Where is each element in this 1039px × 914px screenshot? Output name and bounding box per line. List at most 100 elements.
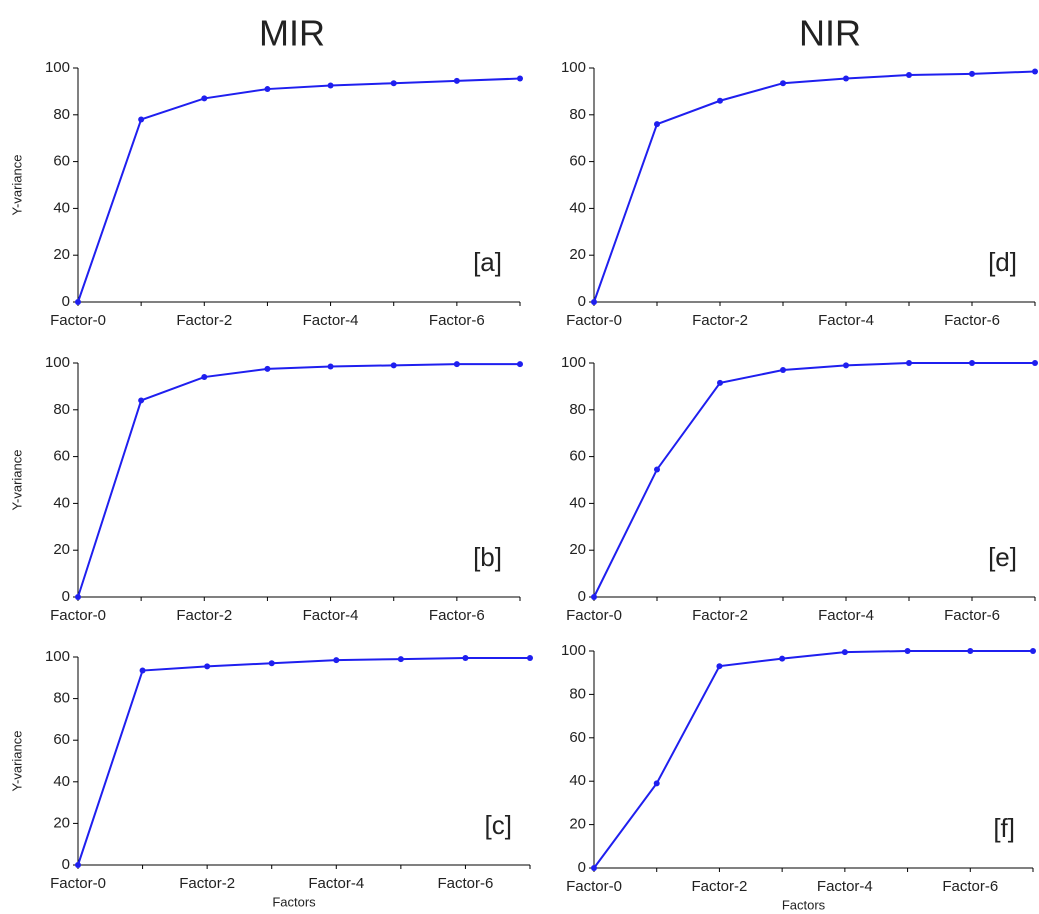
y-tick-label: 100 [45,354,70,371]
y-tick-label: 100 [561,59,586,76]
x-tick-label: Factor-0 [566,312,622,329]
y-tick-label: 40 [569,494,586,511]
y-tick-label: 80 [53,106,70,123]
x-tick-label: Factor-6 [429,312,485,329]
data-point [527,655,533,662]
data-line [593,362,1035,598]
data-point [1030,648,1036,654]
y-tick-label: 60 [569,729,586,746]
data-point [780,367,786,374]
y-tick-label: 20 [53,246,70,263]
x-axis-label: Factors [272,894,316,909]
x-tick-label: Factor-4 [308,875,364,892]
data-point [717,97,723,104]
data-point [906,360,912,366]
y-tick-label: 80 [569,401,586,418]
x-tick-label: Factor-4 [817,878,873,895]
panel-label: [a] [473,247,502,277]
y-tick-label: 0 [578,588,586,605]
data-point [969,70,975,77]
y-tick-label: 80 [569,106,586,123]
x-tick-label: Factor-0 [566,607,622,624]
x-tick-label: Factor-0 [50,312,106,329]
data-line [593,650,1033,869]
x-tick-label: Factor-2 [176,607,232,624]
data-point [201,374,208,381]
data-point [390,362,397,369]
y-tick-label: 40 [569,772,586,789]
y-tick-label: 60 [569,153,586,170]
y-tick-label: 40 [53,494,70,511]
x-tick-label: Factor-6 [429,607,485,624]
panel-label: [f] [993,813,1015,843]
data-point [517,361,523,368]
data-point [264,365,271,372]
y-tick-label: 20 [569,541,586,558]
y-tick-label: 60 [53,731,70,748]
x-tick-label: Factor-2 [176,312,232,329]
panel-label: [d] [988,247,1017,277]
y-tick-label: 100 [45,648,70,665]
y-axis-label: Y-variance [9,155,24,216]
data-point [453,77,460,84]
data-point [327,82,334,89]
panel-label: [c] [485,810,512,840]
x-tick-label: Factor-0 [50,607,106,624]
data-point [1032,360,1038,366]
data-point [841,649,848,656]
data-point [268,660,275,667]
column-title: NIR [799,13,861,54]
data-point [843,362,849,369]
data-point [780,80,786,87]
y-tick-label: 20 [569,816,586,833]
data-line [593,70,1036,303]
x-tick-label: Factor-6 [944,312,1000,329]
panel-label: [b] [473,542,502,572]
y-tick-label: 100 [561,354,586,371]
data-point [333,657,340,664]
data-point [75,299,81,305]
y-tick-label: 60 [53,153,70,170]
data-point [779,655,786,662]
y-tick-label: 40 [53,773,70,790]
data-point [843,75,849,82]
x-tick-label: Factor-2 [692,312,748,329]
x-tick-label: Factor-2 [691,878,747,895]
data-point [264,86,271,93]
y-tick-label: 0 [578,293,586,310]
data-line [77,77,521,303]
x-tick-label: Factor-6 [437,875,493,892]
data-line [77,363,520,598]
y-axis-label: Y-variance [9,450,24,511]
y-tick-label: 60 [53,448,70,465]
y-axis-label: Y-variance [9,731,24,792]
data-point [969,360,975,366]
data-line [77,657,530,866]
y-tick-label: 40 [53,199,70,216]
data-point [591,865,597,871]
data-point [204,663,211,670]
panel-label: [e] [988,542,1017,572]
y-tick-label: 100 [561,642,586,659]
y-tick-label: 20 [53,541,70,558]
data-point [462,655,469,662]
data-point [967,648,974,654]
data-point [716,663,723,670]
column-title: MIR [259,13,325,54]
x-tick-label: Factor-2 [179,875,235,892]
y-tick-label: 100 [45,59,70,76]
y-tick-label: 20 [53,814,70,831]
y-tick-label: 80 [569,685,586,702]
y-tick-label: 60 [569,448,586,465]
y-tick-label: 80 [53,690,70,707]
data-point [1032,68,1038,75]
x-tick-label: Factor-6 [944,607,1000,624]
data-point [390,80,397,87]
x-tick-label: Factor-6 [942,878,998,895]
data-point [517,75,523,82]
data-point [591,299,597,305]
x-tick-label: Factor-4 [818,607,874,624]
x-tick-label: Factor-4 [303,607,359,624]
y-tick-label: 0 [62,293,70,310]
y-tick-label: 80 [53,401,70,418]
